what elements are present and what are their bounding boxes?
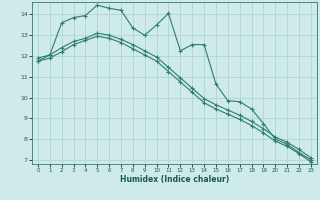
X-axis label: Humidex (Indice chaleur): Humidex (Indice chaleur) [120, 175, 229, 184]
